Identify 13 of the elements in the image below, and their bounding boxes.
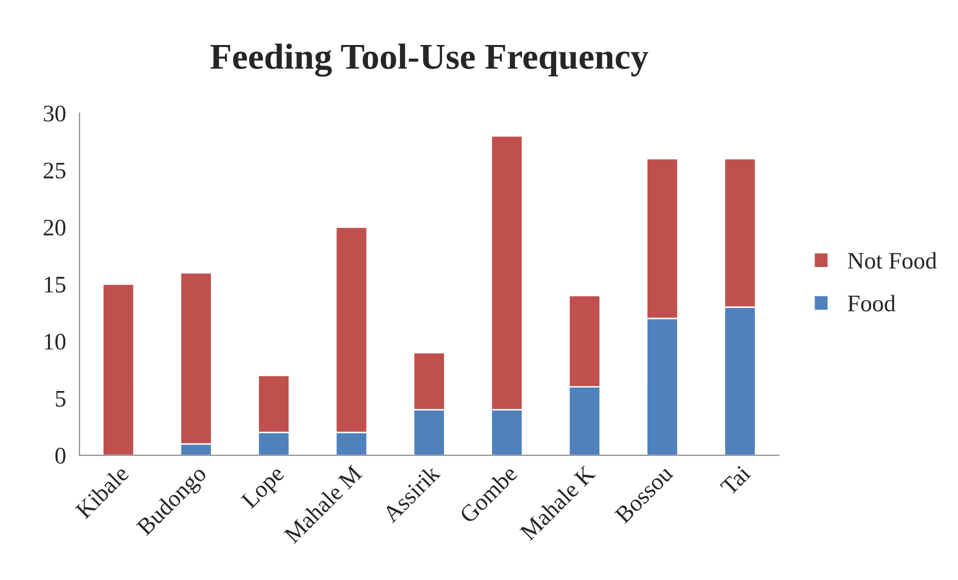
y-tick-label: 20 bbox=[44, 220, 66, 236]
legend-label: Food bbox=[848, 294, 896, 312]
y-tick-label: 25 bbox=[44, 162, 66, 179]
bar bbox=[102, 284, 135, 456]
chart-title: Feeding Tool-Use Frequency bbox=[210, 44, 648, 77]
x-tick-label: Lope bbox=[240, 464, 288, 513]
y-tick-label: 15 bbox=[44, 276, 66, 293]
x-tick-label: Tai bbox=[720, 464, 752, 496]
y-tick-label: 30 bbox=[44, 106, 66, 122]
y-tick-label: 10 bbox=[44, 334, 66, 350]
y-tick-label: 5 bbox=[56, 390, 66, 407]
y-tick-label: 0 bbox=[55, 448, 66, 464]
legend-label: Not Food bbox=[848, 252, 937, 269]
